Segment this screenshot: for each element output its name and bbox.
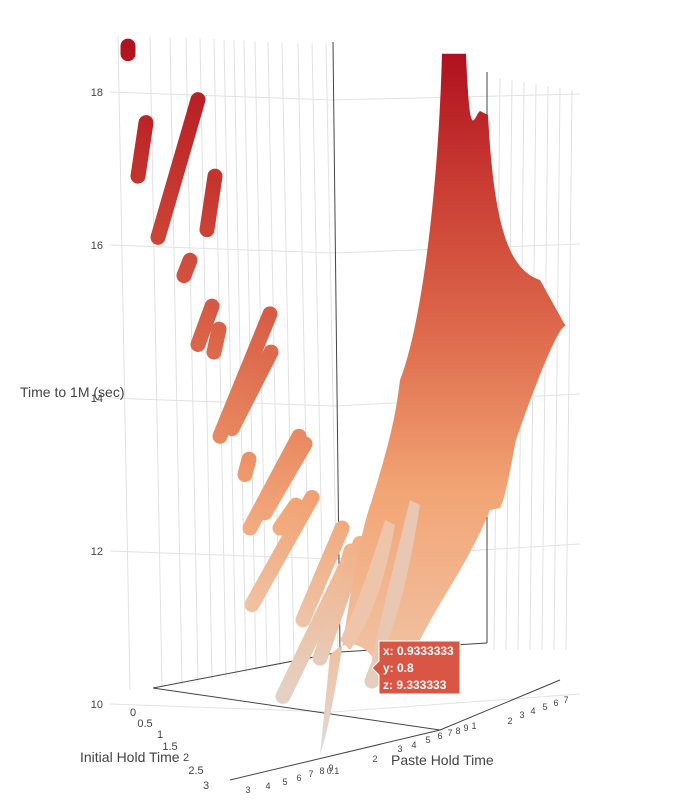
- data-stroke: [295, 520, 350, 628]
- x-tick-label: 8: [455, 726, 460, 736]
- gridline: [553, 87, 561, 651]
- near-tick-label: 8: [319, 766, 324, 776]
- data-surface: [320, 53, 566, 756]
- data-stroke: [237, 451, 257, 482]
- x-tick-label: 3: [519, 710, 524, 720]
- gridline: [109, 550, 334, 560]
- z-tick-label: 18: [91, 87, 103, 99]
- gridline: [565, 89, 573, 651]
- gridline: [109, 91, 334, 101]
- gridline: [199, 38, 213, 681]
- x-axis-title: Paste Hold Time: [391, 752, 494, 768]
- x-tick-label: 4: [530, 706, 535, 716]
- data-stroke: [176, 252, 198, 284]
- tooltip-box: [371, 640, 461, 695]
- gridline: [223, 39, 237, 676]
- surface-branch: [340, 520, 395, 650]
- near-tick-label: 6: [296, 773, 301, 783]
- z-axis-title: Time to 1M (sec): [20, 384, 125, 400]
- x-tick-label: 5: [425, 735, 430, 745]
- x-tick-label: 7: [563, 695, 568, 705]
- y-tick-label: 1.5: [162, 741, 177, 753]
- near-tick-label: 4: [265, 781, 270, 791]
- data-stroke: [206, 321, 227, 360]
- y-tick-label: 0.5: [137, 718, 152, 730]
- z-tick-label: 12: [91, 546, 103, 558]
- x-tick-label: 5: [542, 702, 547, 712]
- gridline: [109, 397, 334, 407]
- data-stroke: [224, 344, 279, 437]
- z-tick-label: 14: [91, 393, 103, 405]
- tooltip-y: y: 0.8: [383, 661, 414, 675]
- gridline: [117, 35, 131, 691]
- x-tick-label: 6: [437, 731, 442, 741]
- data-strokes: [120, 38, 420, 704]
- data-stroke: [150, 92, 206, 245]
- x-tick-label: 2: [372, 754, 377, 764]
- tooltip-z: z: 9.333333: [383, 678, 447, 692]
- x-tick-labels: 0.123 4 5 6 7 8 9 1 23 4 5 6 7: [327, 695, 569, 776]
- y-tick-label: 2.5: [188, 765, 203, 777]
- x-tick-label: 3: [397, 744, 402, 754]
- near-tick-label: 5: [282, 777, 287, 787]
- tooltip-x: x: 0.9333333: [383, 644, 454, 658]
- data-stroke: [212, 306, 278, 444]
- surface-branch: [372, 500, 420, 660]
- data-stroke: [275, 558, 354, 704]
- z-tick-labels: 10 12 14 16 18: [91, 87, 103, 711]
- y-tick-labels: 00.5 11.5 22.53: [130, 707, 209, 792]
- y-tick-label: 2: [183, 752, 189, 764]
- gridline: [213, 38, 227, 678]
- x-axis-line: [439, 679, 561, 731]
- x-tick-label: 6: [553, 698, 558, 708]
- gridline: [311, 43, 325, 658]
- near-tick-label: 3: [245, 785, 250, 795]
- z-tick-label: 16: [91, 240, 103, 252]
- y-axis-line: [152, 687, 441, 731]
- y-tick-label: 3: [203, 780, 209, 792]
- data-stroke: [242, 428, 307, 536]
- near-tick-label: 9: [328, 763, 333, 773]
- hover-tooltip: x: 0.9333333 y: 0.8 z: 9.333333: [371, 640, 461, 695]
- z-tick-label: 10: [91, 699, 103, 711]
- gridline: [169, 37, 183, 686]
- gridline: [109, 244, 334, 254]
- gridline: [149, 36, 163, 688]
- gridline: [541, 85, 549, 651]
- x-tick-label: 7: [447, 728, 452, 738]
- gridline: [233, 40, 247, 673]
- data-stroke: [312, 535, 368, 666]
- gridline: [332, 693, 581, 713]
- data-stroke: [190, 298, 220, 352]
- data-stroke: [130, 115, 154, 184]
- x-tick-label: 9: [463, 723, 468, 733]
- gridline: [297, 43, 311, 661]
- x-tick-label: 1: [471, 721, 476, 731]
- gridline: [281, 42, 295, 663]
- x-tick-label: 4: [411, 740, 416, 750]
- x-tick-label: 2: [507, 716, 512, 726]
- y-tick-label: 1: [157, 729, 163, 741]
- x-axis-line-left: [229, 729, 441, 781]
- y-axis-title: Initial Hold Time: [80, 749, 180, 765]
- data-stroke: [272, 497, 304, 536]
- data-stroke: [199, 168, 223, 238]
- near-tick-label: 7: [308, 769, 313, 779]
- gridline: [109, 703, 334, 713]
- data-stroke: [244, 489, 320, 613]
- y-tick-label: 0: [130, 707, 136, 719]
- x-tick-label: 0.1: [327, 766, 340, 776]
